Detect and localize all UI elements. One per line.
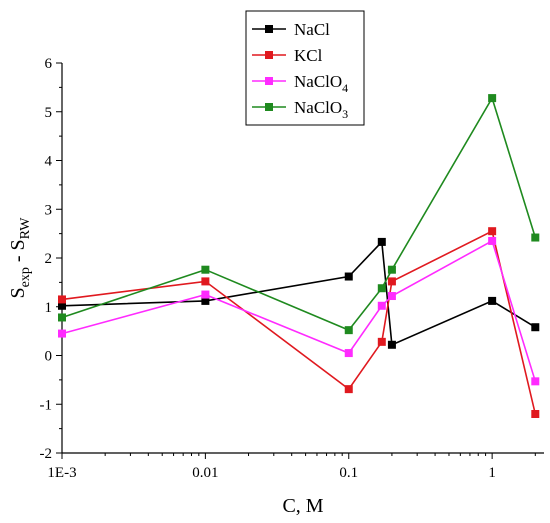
data-point <box>377 301 386 310</box>
series-line <box>61 239 537 382</box>
y-tick-label: 6 <box>45 56 53 72</box>
series-naclo4 <box>58 236 540 386</box>
data-point <box>488 227 497 236</box>
legend-item: NaClO4 <box>252 72 348 95</box>
x-axis-title: C, M <box>282 495 323 517</box>
data-point <box>488 94 497 103</box>
data-point <box>377 284 386 293</box>
data-point <box>201 265 210 274</box>
legend-label: KCl <box>294 46 323 65</box>
legend-label: NaClO3 <box>294 98 348 121</box>
y-tick-label: -1 <box>40 397 53 413</box>
series-layer <box>58 94 540 418</box>
series-line <box>61 96 537 332</box>
y-tick-label: 3 <box>45 202 53 218</box>
legend-label: NaCl <box>294 20 330 39</box>
legend-swatch-marker <box>265 77 273 85</box>
y-tick-label: 2 <box>45 251 53 267</box>
y-tick-label: 1 <box>45 300 53 316</box>
data-point <box>344 326 353 335</box>
series-line <box>61 230 537 415</box>
x-tick-label: 0.01 <box>192 465 218 481</box>
x-tick-label: 0.1 <box>339 465 358 481</box>
legend-item: NaClO3 <box>252 98 348 121</box>
data-point <box>58 295 66 304</box>
legend-swatch-marker <box>265 25 273 33</box>
data-point <box>531 323 540 332</box>
data-point <box>201 296 210 305</box>
data-point <box>201 277 210 286</box>
y-tick-label: 5 <box>45 105 53 121</box>
axes: -2 -1 0 1 2 3 4 5 6 1E-3 0.01 0.1 1 <box>40 56 544 481</box>
data-point <box>344 272 353 281</box>
series-nacl <box>58 237 540 349</box>
data-point <box>344 385 353 394</box>
y-tick-label: -2 <box>40 446 53 462</box>
data-point <box>387 292 396 301</box>
legend-item: KCl <box>252 46 323 65</box>
y-tick-label: 4 <box>45 154 53 170</box>
data-point <box>387 277 396 286</box>
data-point <box>377 337 386 346</box>
legend-swatch-marker <box>265 103 273 111</box>
legend: NaCl KCl NaClO4 NaClO3 <box>245 10 365 126</box>
data-point <box>531 410 540 418</box>
legend-swatch-marker <box>265 51 273 59</box>
y-tick-label: 0 <box>45 349 53 365</box>
series-kcl <box>58 227 540 418</box>
data-point <box>387 340 396 349</box>
data-point <box>58 301 66 310</box>
data-point <box>58 329 66 338</box>
legend-item: NaCl <box>252 20 330 39</box>
data-point <box>531 377 540 386</box>
data-point <box>344 349 353 358</box>
legend-label: NaClO4 <box>294 72 348 95</box>
data-point <box>488 236 497 245</box>
data-point <box>377 237 386 246</box>
data-point <box>531 233 540 242</box>
data-point <box>58 313 66 322</box>
series-naclo3 <box>58 94 540 335</box>
data-point <box>488 296 497 305</box>
x-tick-label: 1 <box>488 465 496 481</box>
data-point <box>201 290 210 299</box>
y-axis-title: Sexp - SRW <box>7 217 33 299</box>
x-tick-label: 1E-3 <box>47 465 76 481</box>
data-point <box>387 265 396 274</box>
